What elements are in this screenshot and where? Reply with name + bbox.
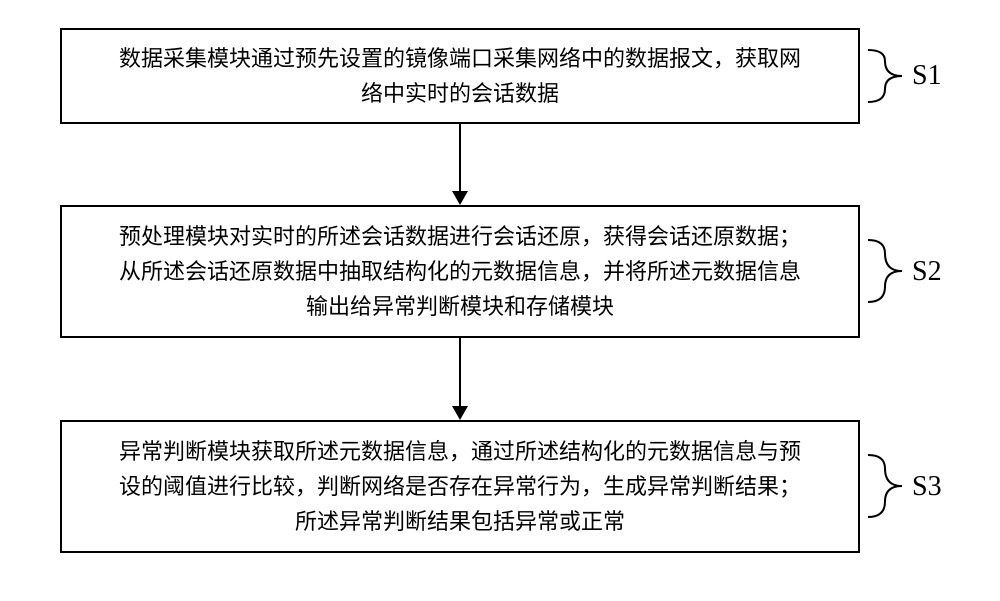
step-box-s1: 数据采集模块通过预先设置的镜像端口采集网络中的数据报文，获取网 络中实时的会话数… (60, 28, 860, 124)
step-s2-line2: 从所述会话还原数据中抽取结构化的元数据信息，并将所述元数据信息 (119, 259, 801, 284)
flowchart-canvas: 数据采集模块通过预先设置的镜像端口采集网络中的数据报文，获取网 络中实时的会话数… (0, 0, 1000, 601)
brace-s3 (868, 451, 910, 521)
step-s1-line1: 数据采集模块通过预先设置的镜像端口采集网络中的数据报文，获取网 (119, 46, 801, 71)
step-s2-line1: 预处理模块对实时的所述会话数据进行会话还原，获得会话还原数据； (119, 224, 801, 249)
step-text-s2: 预处理模块对实时的所述会话数据进行会话还原，获得会话还原数据； 从所述会话还原数… (119, 219, 801, 325)
step-s1-line2: 络中实时的会话数据 (361, 81, 559, 106)
step-s2-line3: 输出给异常判断模块和存储模块 (306, 294, 614, 319)
step-label-s2: S2 (912, 256, 942, 288)
arrow-s2-s3 (450, 338, 470, 420)
step-s3-line1: 异常判断模块获取所述元数据信息，通过所述结构化的元数据信息与预 (119, 439, 801, 464)
step-text-s3: 异常判断模块获取所述元数据信息，通过所述结构化的元数据信息与预 设的阈值进行比较… (119, 434, 801, 540)
arrow-s1-s2 (450, 124, 470, 205)
brace-s1 (868, 46, 910, 106)
step-s3-line3: 所述异常判断结果包括异常或正常 (295, 509, 625, 534)
brace-s2 (868, 236, 910, 306)
step-box-s2: 预处理模块对实时的所述会话数据进行会话还原，获得会话还原数据； 从所述会话还原数… (60, 205, 860, 338)
step-box-s3: 异常判断模块获取所述元数据信息，通过所述结构化的元数据信息与预 设的阈值进行比较… (60, 420, 860, 553)
step-label-s1: S1 (912, 60, 942, 92)
step-s3-line2: 设的阈值进行比较，判断网络是否存在异常行为，生成异常判断结果； (119, 474, 801, 499)
step-label-s3: S3 (912, 471, 942, 503)
step-text-s1: 数据采集模块通过预先设置的镜像端口采集网络中的数据报文，获取网 络中实时的会话数… (119, 41, 801, 111)
